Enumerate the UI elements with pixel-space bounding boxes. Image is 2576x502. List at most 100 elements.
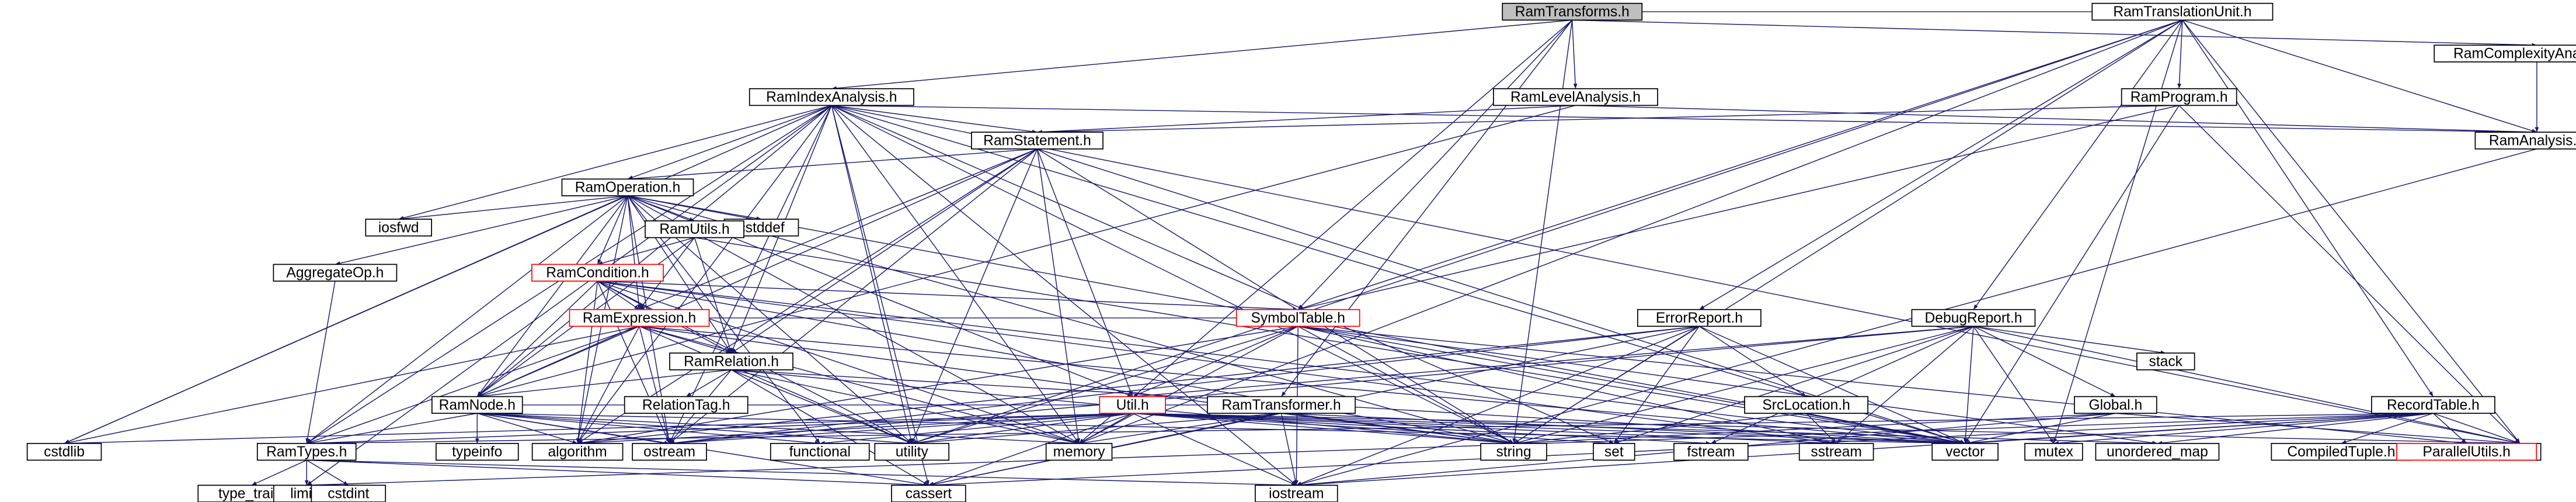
file-node: SymbolTable.h (1235, 309, 1360, 327)
include-edge (577, 326, 1299, 445)
include-edge (1963, 326, 1974, 444)
file-node: algorithm (531, 442, 624, 461)
include-edge (731, 369, 913, 444)
include-edge (1711, 326, 1974, 444)
include-edge (2433, 413, 2521, 444)
node-label: cstdlib (44, 444, 85, 460)
include-edge (1973, 326, 2166, 355)
node-label: DebugReport.h (1925, 310, 2022, 326)
include-edge (1973, 326, 2521, 445)
node-label: AggregateOp.h (286, 265, 384, 281)
node-label: RamIndexAnalysis.h (766, 89, 897, 105)
file-node: RamRelation.h (669, 352, 793, 371)
include-edge (639, 237, 695, 310)
include-edge (335, 195, 628, 265)
file-node: string (1480, 442, 1547, 461)
node-box (2434, 44, 2576, 63)
node-box (531, 442, 624, 461)
include-edge (639, 326, 913, 444)
file-node: cstdlib (26, 442, 102, 461)
node-label: RamTransformer.h (1221, 397, 1341, 413)
include-edge (2341, 413, 2434, 444)
include-edge (1513, 413, 1806, 445)
file-node: cassert (891, 484, 966, 502)
node-box (2371, 396, 2495, 414)
node-box (1931, 442, 1999, 461)
include-edge (2053, 20, 2183, 444)
include-edge (477, 413, 820, 445)
include-edge (639, 148, 1038, 310)
node-label: typeinfo (452, 444, 502, 460)
include-edge (831, 105, 1038, 134)
node-box (1593, 442, 1635, 461)
node-box (431, 396, 523, 414)
include-edge (1078, 413, 1133, 444)
node-box (435, 442, 519, 461)
node-label: memory (1053, 444, 1106, 460)
include-edge (2182, 19, 2521, 444)
include-edge (398, 195, 628, 221)
node-label: SrcLocation.h (1762, 397, 1850, 413)
node-box (2271, 442, 2412, 461)
include-edge (1132, 413, 1837, 445)
file-node: RecordTable.h (2371, 396, 2495, 414)
node-box (645, 220, 744, 238)
node-box (2474, 131, 2576, 150)
include-edge (928, 413, 1133, 486)
include-edge (685, 369, 732, 397)
node-label: RamCondition.h (546, 265, 649, 281)
node-label: RamAnalysis.h (2489, 133, 2576, 148)
include-edge (597, 281, 1837, 445)
file-node: CompiledTuple.h (2271, 442, 2412, 461)
file-node: typeinfo (435, 442, 519, 461)
nodes: RamTransforms.h RamIndexAnalysis.h RamLeve… (26, 2, 2576, 502)
file-node: RamExpression.h (569, 309, 710, 327)
node-label: RelationTag.h (642, 397, 730, 413)
node-label: RamTypes.h (266, 444, 347, 460)
include-edge (911, 413, 1133, 445)
node-box (971, 131, 1103, 150)
include-edge (476, 281, 598, 397)
include-edge (2177, 20, 2183, 89)
include-edge (669, 148, 1038, 444)
include-edge (1806, 413, 1965, 445)
include-edge (831, 105, 2537, 134)
node-label: cstdint (328, 486, 369, 502)
include-edge (597, 237, 695, 265)
file-node: AggregateOp.h (273, 264, 398, 282)
include-edge (307, 413, 478, 445)
include-edge (1298, 326, 1837, 445)
include-edge (1575, 105, 2537, 134)
file-node: ostream (632, 442, 707, 461)
file-node: DebugReport.h (1911, 309, 2036, 327)
node-box (2121, 88, 2237, 106)
node-box (1235, 309, 1360, 327)
file-node: fstream (1673, 442, 1749, 461)
include-edge (1699, 326, 1965, 444)
include-edge (2182, 19, 2537, 133)
node-label: RamUtils.h (659, 221, 729, 237)
node-label: set (1604, 444, 1624, 460)
node-box (1207, 396, 1356, 414)
file-node: utility (874, 442, 950, 461)
node-label: stack (2149, 354, 2183, 369)
include-edge (1132, 413, 1514, 445)
include-edge (1836, 326, 1974, 444)
node-label: sstream (1811, 444, 1862, 460)
include-edge (577, 105, 832, 444)
node-box (669, 352, 793, 371)
node-label: algorithm (548, 444, 607, 460)
file-node: Util.h (1099, 396, 1166, 414)
node-label: RamExpression.h (583, 310, 696, 326)
node-label: RamComplexityAnalysis.h (2453, 46, 2576, 62)
include-edge (306, 459, 349, 486)
node-box (2136, 352, 2195, 371)
node-label: RecordTable.h (2387, 397, 2480, 413)
include-edge (831, 105, 1965, 444)
node-box (1911, 309, 2036, 327)
include-edge (1973, 326, 2054, 444)
node-label: mutex (2034, 444, 2074, 460)
include-edge (477, 413, 1080, 445)
node-label: utility (896, 444, 929, 460)
